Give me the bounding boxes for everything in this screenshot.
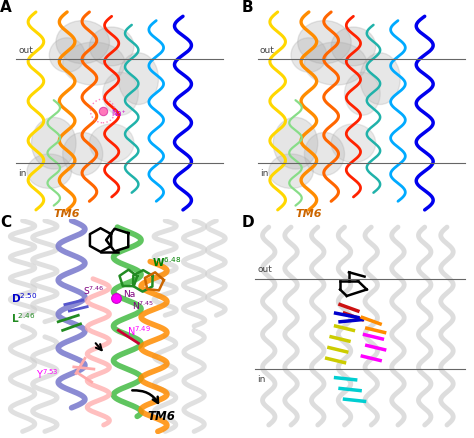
Ellipse shape [103,73,138,116]
Ellipse shape [63,43,125,86]
Text: Y$^{7.53}$: Y$^{7.53}$ [36,366,59,380]
Text: Na: Na [123,289,135,298]
Text: N$^{7.45}$: N$^{7.45}$ [132,299,154,311]
Text: L$^{2.46}$: L$^{2.46}$ [11,310,36,324]
Ellipse shape [90,124,134,163]
Ellipse shape [118,54,158,105]
Text: S$^{7.46}$: S$^{7.46}$ [82,284,104,296]
Ellipse shape [31,118,76,170]
Text: N$^{7.49}$: N$^{7.49}$ [127,323,151,337]
Text: A: A [0,0,12,15]
Ellipse shape [273,118,318,170]
Ellipse shape [345,73,380,116]
Ellipse shape [304,43,367,86]
Text: D$^{2.50}$: D$^{2.50}$ [11,291,38,305]
Ellipse shape [49,39,85,73]
Ellipse shape [298,21,351,64]
Ellipse shape [304,133,345,176]
Text: C: C [0,215,11,230]
Text: TM6: TM6 [296,209,322,219]
Text: TM6: TM6 [54,209,81,219]
Text: TM6: TM6 [147,409,175,422]
Ellipse shape [331,124,376,163]
Text: in: in [18,169,27,177]
Ellipse shape [291,39,327,73]
Text: B: B [242,0,254,15]
Text: in: in [258,374,266,384]
Text: out: out [260,46,275,55]
Text: out: out [258,265,273,274]
Ellipse shape [269,155,313,189]
Ellipse shape [360,54,400,105]
Ellipse shape [27,155,72,189]
Text: in: in [260,169,268,177]
Text: D: D [242,215,255,230]
Text: W$^{6.48}$: W$^{6.48}$ [152,254,181,268]
Ellipse shape [331,28,376,67]
Ellipse shape [90,28,134,67]
Text: out: out [18,46,33,55]
Ellipse shape [63,133,103,176]
Text: Na⁺: Na⁺ [112,109,126,118]
Ellipse shape [56,21,109,64]
